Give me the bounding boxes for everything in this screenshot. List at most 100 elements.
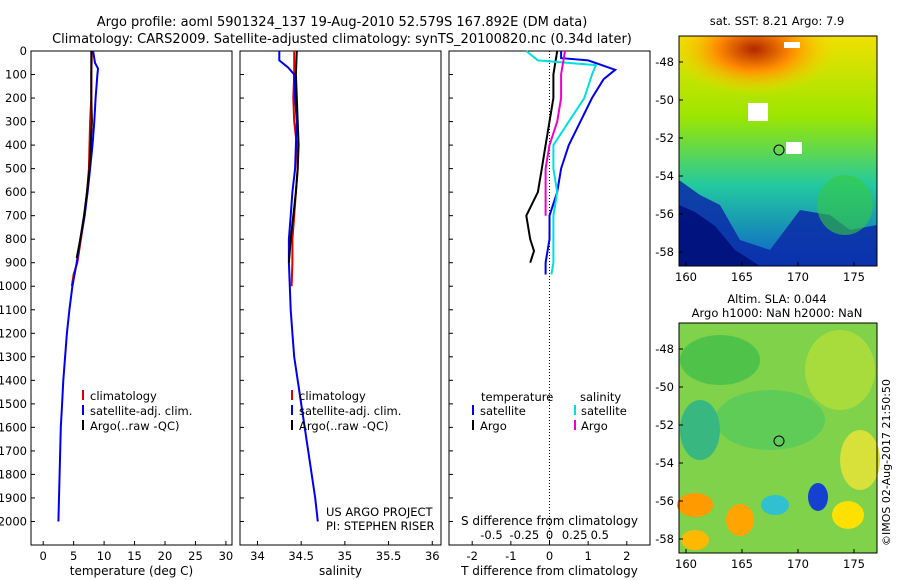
s-tick-label: -0.25 <box>509 528 539 542</box>
x-tick-label: 2 <box>623 549 630 563</box>
y-tick-label: 0 <box>20 44 27 58</box>
y-tick-label: 700 <box>5 209 27 223</box>
argo-float-marker <box>773 435 785 447</box>
x-tick-label: 25 <box>188 549 203 563</box>
y-tick-label: 1200 <box>0 326 27 340</box>
sla-cold-eddy <box>761 495 789 515</box>
x-tick-label: -1 <box>505 549 516 563</box>
sst-cloud <box>784 42 800 48</box>
sla-map <box>677 322 880 554</box>
s-tick-label: 0 <box>546 528 553 542</box>
x-axis-label: salinity <box>319 564 362 578</box>
y-tick-label: 900 <box>5 256 27 270</box>
y-tick-label: 600 <box>5 185 27 199</box>
sst-cold-tongue <box>679 205 760 266</box>
profile-panel-1: 0 5 10 15 20 25 300100200300400500600700800900… <box>0 44 233 578</box>
y-tick-label: 1000 <box>0 279 27 293</box>
map-y-tick-label: -56 <box>655 494 674 508</box>
y-tick-label: 200 <box>5 91 27 105</box>
map-y-tick-label: -58 <box>655 245 674 259</box>
s-tick-label: 0.5 <box>591 528 609 542</box>
map-y-tick-label: -50 <box>655 380 674 394</box>
sla-patch <box>805 330 875 410</box>
map-y-tick-label: -48 <box>655 55 674 69</box>
sla-warm-eddy <box>832 501 864 529</box>
sla-patch <box>715 390 825 450</box>
plot-frame <box>30 50 233 546</box>
map-y-tick-label: -56 <box>655 207 674 221</box>
map-y-tick-label: -52 <box>655 418 674 432</box>
x-tick-label: 1 <box>584 549 591 563</box>
y-tick-label: 1900 <box>0 491 27 505</box>
sst-green-patch <box>817 175 873 235</box>
map-x-tick-label: 165 <box>731 557 753 571</box>
y-tick-label: 100 <box>5 68 27 82</box>
profile-panel-2: 34 34.5 35 35.5 36 salinity climatologysatelli… <box>239 50 442 578</box>
sst-cloud <box>748 103 768 121</box>
sla-map-frame <box>678 322 878 554</box>
sla-map-axes: 160 165 170 175 -48 -50 -52 -54 -56 -58 <box>655 342 865 571</box>
sla-patch <box>680 400 720 460</box>
sst-map-axes: 160 165 170 175 -48 -50 -52 -54 -56 -58 <box>655 55 865 284</box>
map-x-tick-label: 165 <box>731 270 753 284</box>
legend-label: Argo <box>581 419 608 433</box>
sst-map-frame <box>678 35 878 267</box>
map-x-tick-label: 175 <box>843 270 865 284</box>
x-tick-label: 0 <box>546 549 553 563</box>
legend-label: Argo(..raw -QC) <box>299 419 389 433</box>
x-tick-label: 34.5 <box>288 549 314 563</box>
sst-map <box>678 35 878 267</box>
x-tick-label: -2 <box>466 549 477 563</box>
sst-cloud <box>786 142 802 154</box>
series-line <box>57 50 100 522</box>
series-line <box>75 51 93 259</box>
series-line <box>287 50 300 263</box>
y-tick-label: 1300 <box>0 350 27 364</box>
map-sst-title: sat. SST: 8.21 Argo: 7.9 <box>710 14 845 28</box>
legend-label: satellite-adj. clim. <box>299 404 401 418</box>
x-tick-label: 0 <box>40 549 47 563</box>
x-axis-label: temperature (deg C) <box>70 564 193 578</box>
map-x-tick-label: 170 <box>787 557 809 571</box>
map-x-tick-label: 160 <box>675 557 697 571</box>
legend-heading: temperature <box>481 390 553 404</box>
sst-map-warm <box>679 36 877 146</box>
y-tick-label: 500 <box>5 162 27 176</box>
sla-warm-eddy <box>677 493 713 517</box>
legend-label: satellite <box>581 404 627 418</box>
series-line <box>544 51 618 275</box>
x-tick-label: 30 <box>219 549 234 563</box>
series-line <box>525 50 598 275</box>
map-y-tick-label: -50 <box>655 93 674 107</box>
legend-label: Argo(..raw -QC) <box>90 419 180 433</box>
map-y-tick-label: -48 <box>655 342 674 356</box>
s-tick-label: -0.5 <box>480 528 502 542</box>
y-tick-label: 1500 <box>0 397 27 411</box>
x-tick-label: 20 <box>158 549 173 563</box>
legend-label: climatology <box>299 389 366 403</box>
s-tick-label: 0.25 <box>562 528 588 542</box>
map-sla-title-2: Argo h1000: NaN h2000: NaN <box>692 306 863 320</box>
x-tick-label: 34 <box>250 549 265 563</box>
pi-label: PI: STEPHEN RISER <box>326 519 435 533</box>
map-y-tick-label: -58 <box>655 532 674 546</box>
y-tick-label: 300 <box>5 115 27 129</box>
legend-label: satellite-adj. clim. <box>90 404 192 418</box>
map-y-tick-label: -54 <box>655 169 674 183</box>
y-tick-label: 1700 <box>0 444 27 458</box>
y-tick-label: 1100 <box>0 303 27 317</box>
map-y-tick-label: -52 <box>655 131 674 145</box>
credit-label: ©IMOS 02-Aug-2017 21:50:50 <box>880 379 893 546</box>
legend-label: Argo <box>480 419 507 433</box>
legend-label: climatology <box>90 389 157 403</box>
sla-warm-eddy <box>681 530 709 550</box>
map-x-tick-label: 160 <box>675 270 697 284</box>
argo-float-marker <box>773 144 785 156</box>
profile-panels: 0 5 10 15 20 25 300100200300400500600700800900… <box>0 44 651 578</box>
y-tick-label: 1800 <box>0 467 27 481</box>
x-tick-label: 36 <box>425 549 440 563</box>
map-sla-title-1: Altim. SLA: 0.044 <box>727 292 826 306</box>
y-tick-label: 800 <box>5 232 27 246</box>
x-axis-label: T difference from climatology <box>460 564 638 578</box>
